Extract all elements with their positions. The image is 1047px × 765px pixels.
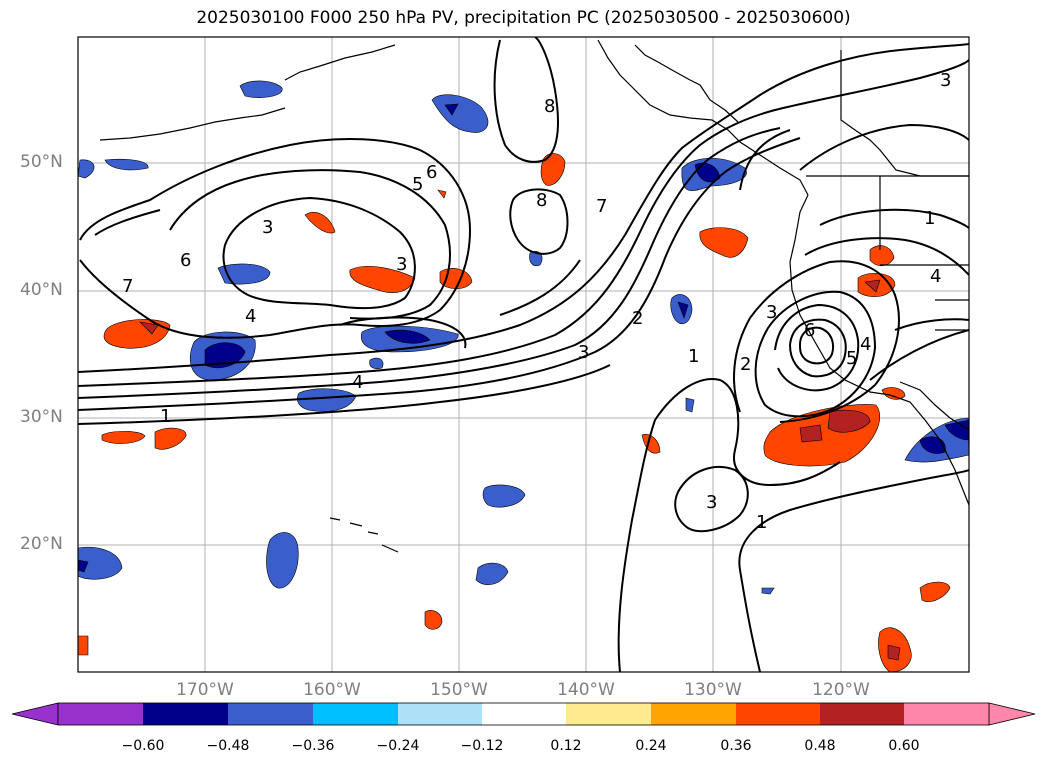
colorbar-segment	[228, 703, 313, 725]
coastlines	[99, 39, 969, 553]
contour-label: 4	[352, 372, 363, 393]
contour-label: 3	[766, 302, 777, 323]
colorbar-segment	[482, 703, 566, 725]
contour-label: 4	[860, 334, 871, 355]
contour-label: 8	[544, 96, 555, 117]
colorbar-segment	[904, 703, 989, 725]
lon-label: 120°W	[812, 680, 870, 700]
colorbar-max-extend	[988, 702, 1036, 726]
lon-label: 130°W	[684, 680, 742, 700]
colorbar-tick-label: 0.24	[635, 738, 667, 754]
contour-label: 8	[536, 190, 547, 211]
colorbar-tick-label: 0.12	[550, 738, 582, 754]
contour-label: 2	[740, 354, 751, 375]
contour-label: 1	[924, 208, 935, 229]
colorbar-tick-label: −0.24	[376, 738, 420, 754]
colorbar-tick-label: 0.60	[888, 738, 920, 754]
lat-label: 40°N	[20, 280, 63, 300]
colorbar-segment	[651, 703, 736, 725]
contour-label: 7	[122, 276, 133, 297]
contour-label: 3	[396, 254, 407, 275]
colorbar-frame	[57, 702, 990, 726]
contour-label: 6	[804, 320, 815, 341]
positive-anomaly-shading	[78, 153, 951, 672]
lat-label: 30°N	[20, 407, 63, 427]
lat-label: 20°N	[20, 534, 63, 554]
contour-label: 4	[930, 266, 941, 287]
colorbar-segment	[398, 703, 482, 725]
map-frame	[77, 36, 970, 673]
colorbar-segment	[313, 703, 398, 725]
contour-label: 6	[426, 162, 437, 183]
colorbar-tick-label: −0.48	[206, 738, 250, 754]
contour-label: 1	[756, 512, 767, 533]
lon-label: 140°W	[557, 680, 615, 700]
contour-label: 5	[846, 348, 857, 369]
colorbar-tick-label: −0.60	[121, 738, 165, 754]
colorbar-segment	[58, 703, 143, 725]
colorbar-segment	[143, 703, 228, 725]
colorbar-tick-label: 0.48	[804, 738, 836, 754]
colorbar	[11, 702, 1036, 726]
contour-label: 2	[632, 308, 643, 329]
colorbar-segment	[566, 703, 651, 725]
pv-contour-labels: 3 5 6 7 6 4 3 8 8 7 2 3 4 1 1 2 3 6 5 4 …	[122, 70, 951, 533]
colorbar-segment	[820, 703, 904, 725]
contour-label: 6	[180, 250, 191, 271]
colorbar-segment	[736, 703, 820, 725]
contour-label: 3	[578, 342, 589, 363]
contour-label: 3	[706, 492, 717, 513]
lon-label: 150°W	[430, 680, 488, 700]
negative-anomaly-shading	[78, 80, 969, 595]
contour-label: 4	[245, 306, 256, 327]
map-title: 2025030100 F000 250 hPa PV, precipitatio…	[196, 8, 851, 28]
pv-contours	[78, 37, 969, 672]
contour-label: 3	[940, 70, 951, 91]
colorbar-tick-label: −0.36	[291, 738, 335, 754]
contour-label: 1	[688, 346, 699, 367]
map-plot-area: 3 5 6 7 6 4 3 8 8 7 2 3 4 1 1 2 3 6 5 4 …	[78, 37, 969, 672]
contour-label: 3	[262, 217, 273, 238]
lon-label: 170°W	[176, 680, 234, 700]
colorbar-min-extend	[11, 702, 59, 726]
lat-label: 50°N	[20, 152, 63, 172]
colorbar-tick-label: −0.12	[460, 738, 504, 754]
colorbar-tick-label: 0.36	[720, 738, 752, 754]
lon-label: 160°W	[303, 680, 361, 700]
contour-label: 7	[596, 196, 607, 217]
contour-label: 1	[160, 406, 171, 427]
contour-label: 5	[412, 174, 423, 195]
